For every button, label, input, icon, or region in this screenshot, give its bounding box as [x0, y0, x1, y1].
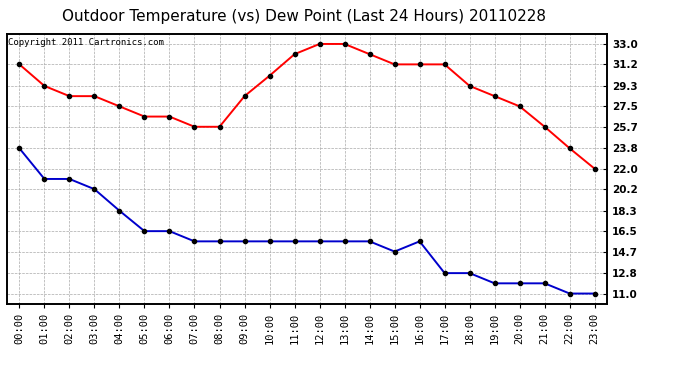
- Text: Outdoor Temperature (vs) Dew Point (Last 24 Hours) 20110228: Outdoor Temperature (vs) Dew Point (Last…: [61, 9, 546, 24]
- Text: Copyright 2011 Cartronics.com: Copyright 2011 Cartronics.com: [8, 38, 164, 47]
